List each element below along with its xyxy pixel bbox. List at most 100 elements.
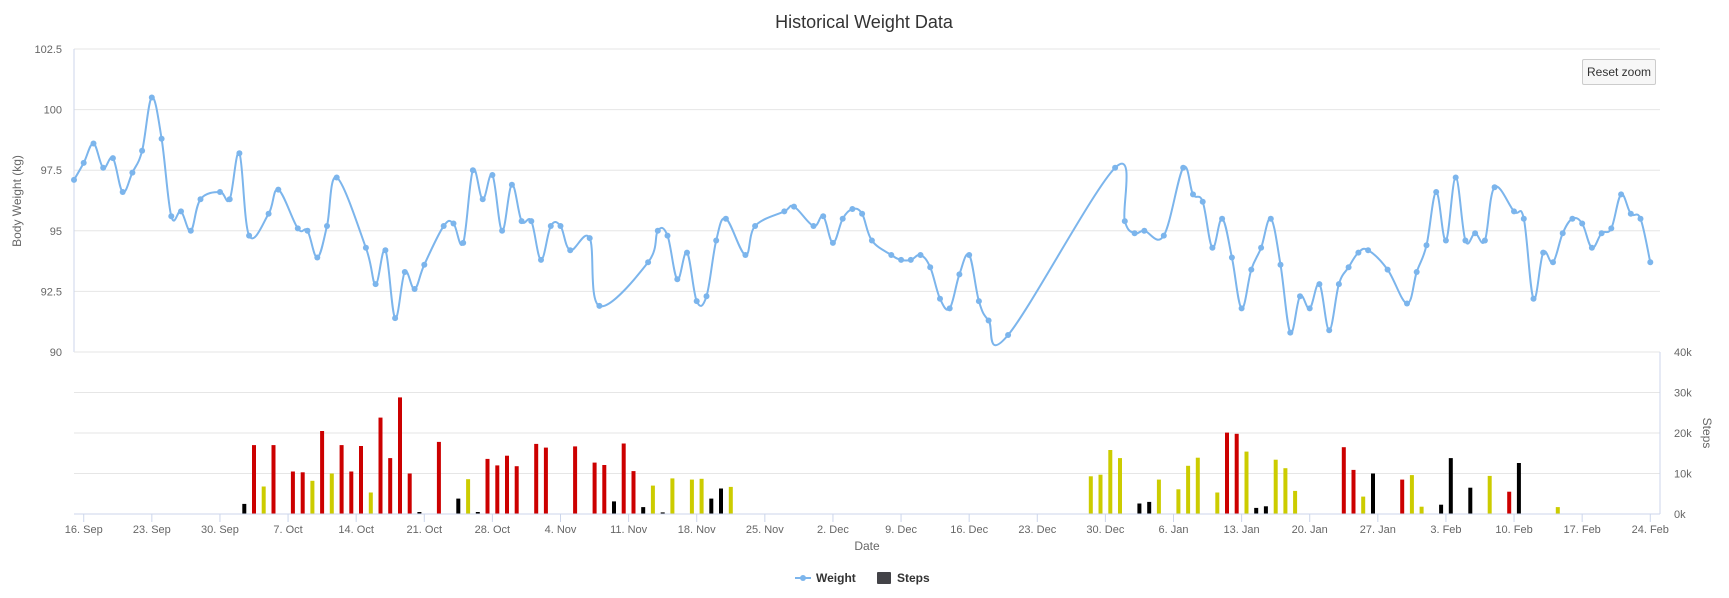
steps-bar[interactable] [1147,501,1152,514]
weight-data-point[interactable] [1598,230,1605,237]
steps-bar[interactable] [650,485,655,514]
weight-data-point[interactable] [956,271,963,278]
steps-bar[interactable] [505,455,509,514]
weight-data-point[interactable] [362,244,369,251]
weight-data-point[interactable] [469,167,476,174]
weight-data-point[interactable] [275,186,282,193]
weight-data-point[interactable] [722,215,729,222]
weight-data-point[interactable] [927,264,934,271]
steps-bar[interactable] [359,446,363,514]
steps-bar[interactable] [534,443,539,514]
weight-data-point[interactable] [333,174,340,181]
weight-data-point[interactable] [1530,295,1537,302]
steps-bar[interactable] [660,512,665,514]
legend-item-steps[interactable]: Steps [877,571,930,585]
weight-data-point[interactable] [1297,293,1303,300]
steps-bar[interactable] [339,445,344,514]
steps-bar[interactable] [1283,468,1288,514]
weight-data-point[interactable] [937,295,943,302]
steps-bar[interactable] [290,471,295,515]
weight-data-point[interactable] [1608,225,1615,232]
weight-data-point[interactable] [1481,237,1488,244]
steps-bar[interactable] [320,431,325,514]
steps-bar[interactable] [670,478,675,514]
weight-data-point[interactable] [1579,220,1586,227]
weight-data-point[interactable] [713,237,720,244]
weight-data-point[interactable] [382,247,389,254]
weight-data-point[interactable] [1209,244,1216,251]
weight-data-point[interactable] [148,94,155,101]
steps-bar[interactable] [621,443,626,515]
weight-data-point[interactable] [586,235,593,242]
steps-bar[interactable] [1419,506,1424,514]
weight-data-point[interactable] [1520,215,1527,222]
weight-data-point[interactable] [1423,242,1430,249]
steps-bar[interactable] [271,445,276,514]
weight-data-point[interactable] [1588,244,1595,251]
weight-data-point[interactable] [1199,198,1206,205]
steps-bar[interactable] [1263,506,1268,514]
steps-bar[interactable] [1244,451,1249,514]
weight-data-point[interactable] [236,150,243,157]
weight-data-point[interactable] [1433,189,1440,195]
steps-bar[interactable] [543,447,548,514]
steps-bar[interactable] [709,498,714,514]
weight-data-point[interactable] [440,223,447,229]
weight-data-point[interactable] [1442,237,1449,244]
weight-data-point[interactable] [1131,230,1138,237]
weight-data-point[interactable] [1267,215,1274,222]
steps-bar[interactable] [592,462,597,514]
steps-bar[interactable] [252,445,256,514]
weight-data-point[interactable] [1627,210,1634,217]
weight-data-point[interactable] [1413,269,1420,275]
weight-data-point[interactable] [868,237,875,244]
weight-data-point[interactable] [791,203,797,210]
weight-data-point[interactable] [1511,208,1517,215]
reset-zoom-button[interactable]: Reset zoom [1582,59,1656,85]
weight-data-point[interactable] [1248,266,1255,273]
weight-series-line[interactable] [73,96,1652,346]
steps-bar[interactable] [1108,450,1113,514]
weight-data-point[interactable] [168,213,175,220]
steps-bar[interactable] [602,465,607,514]
weight-data-point[interactable] [226,196,233,203]
steps-bar[interactable] [1137,503,1142,515]
steps-bar[interactable] [1225,432,1229,514]
steps-bar[interactable] [349,471,354,515]
steps-bar[interactable] [1215,492,1220,515]
weight-data-point[interactable] [508,181,515,188]
weight-data-point[interactable] [324,223,330,229]
steps-bar[interactable] [407,473,412,515]
weight-data-point[interactable] [645,259,652,266]
weight-data-point[interactable] [129,169,136,176]
steps-bar[interactable] [485,458,490,514]
weight-data-point[interactable] [294,225,301,232]
weight-data-point[interactable] [1141,227,1148,234]
weight-data-point[interactable] [1277,261,1284,268]
weight-data-point[interactable] [1569,215,1576,222]
weight-data-point[interactable] [1404,300,1410,307]
steps-bar[interactable] [388,458,393,514]
weight-data-point[interactable] [839,215,846,222]
weight-data-point[interactable] [90,140,97,147]
weight-data-point[interactable] [693,298,700,305]
weight-data-point[interactable] [80,159,87,166]
steps-bar[interactable] [1254,507,1259,514]
weight-data-point[interactable] [917,252,924,258]
weight-data-point[interactable] [888,252,895,258]
weight-data-point[interactable] [654,227,661,234]
weight-data-point[interactable] [528,218,535,225]
weight-data-point[interactable] [1180,164,1187,171]
weight-data-point[interactable] [1121,218,1128,225]
weight-data-point[interactable] [1160,232,1167,239]
weight-data-point[interactable] [304,227,311,234]
weight-data-point[interactable] [265,210,272,217]
weight-data-point[interactable] [810,223,817,229]
steps-bar[interactable] [300,472,305,514]
steps-bar[interactable] [417,512,422,514]
steps-bar[interactable] [436,441,441,514]
weight-data-point[interactable] [820,213,827,220]
steps-bar[interactable] [1400,479,1405,514]
weight-data-point[interactable] [479,196,486,203]
weight-data-point[interactable] [401,269,408,275]
